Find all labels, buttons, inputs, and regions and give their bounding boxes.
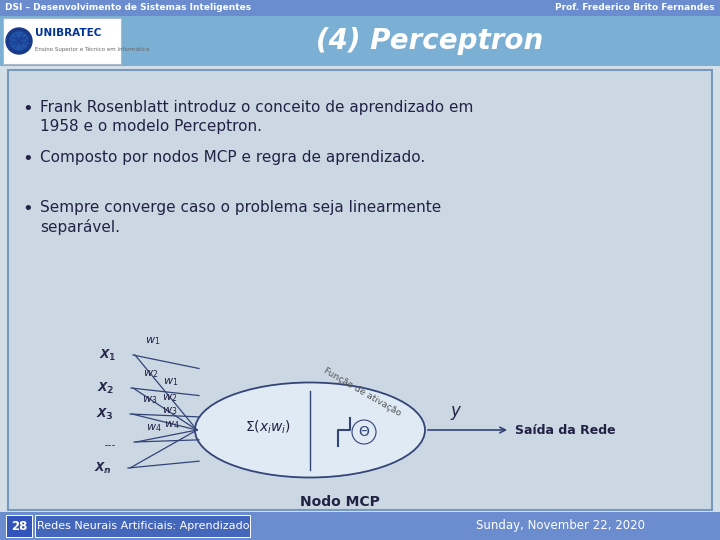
Text: $w_3$: $w_3$ xyxy=(162,405,177,417)
Text: separável.: separável. xyxy=(40,219,120,235)
Text: (4) Perceptron: (4) Perceptron xyxy=(316,27,544,55)
Bar xyxy=(35,515,250,537)
FancyBboxPatch shape xyxy=(8,70,712,510)
Text: $w_1$: $w_1$ xyxy=(163,376,179,388)
Text: $X_2$: $X_2$ xyxy=(99,381,114,395)
Text: 28: 28 xyxy=(11,519,27,532)
Text: $w_4$: $w_4$ xyxy=(163,419,179,431)
Bar xyxy=(3,18,121,64)
Text: Sunday, November 22, 2020: Sunday, November 22, 2020 xyxy=(475,519,644,532)
Text: $X_1$: $X_1$ xyxy=(99,347,115,362)
Text: $X_n$: $X_n$ xyxy=(95,461,111,476)
Text: $\Sigma(x_i w_i)$: $\Sigma(x_i w_i)$ xyxy=(245,418,291,436)
Text: •: • xyxy=(22,200,32,218)
Text: y: y xyxy=(450,402,460,420)
Text: ...: ... xyxy=(104,435,116,449)
Bar xyxy=(0,0,720,16)
Circle shape xyxy=(10,32,28,50)
Text: $w_2$: $w_2$ xyxy=(163,392,178,404)
Text: Saída da Rede: Saída da Rede xyxy=(515,423,616,436)
Ellipse shape xyxy=(195,382,425,477)
Text: $X_2$: $X_2$ xyxy=(97,381,113,395)
Text: $w_1$: $w_1$ xyxy=(145,335,161,347)
Text: 1958 e o modelo Perceptron.: 1958 e o modelo Perceptron. xyxy=(40,119,262,134)
Text: Composto por nodos MCP e regra de aprendizado.: Composto por nodos MCP e regra de aprend… xyxy=(40,150,426,165)
Text: $w_3$: $w_3$ xyxy=(142,394,158,406)
Text: Nodo MCP: Nodo MCP xyxy=(300,496,380,510)
Text: Ensino Superior e Técnico em Informática: Ensino Superior e Técnico em Informática xyxy=(35,46,149,51)
Text: ...: ... xyxy=(105,435,117,449)
Text: $X_3$: $X_3$ xyxy=(97,407,113,422)
Bar xyxy=(0,16,720,66)
Text: •: • xyxy=(22,150,32,168)
Text: $X_n$: $X_n$ xyxy=(94,461,110,476)
Text: $X_3$: $X_3$ xyxy=(96,407,112,422)
Text: •: • xyxy=(22,100,32,118)
Text: Redes Neurais Artificiais: Aprendizado: Redes Neurais Artificiais: Aprendizado xyxy=(37,521,249,531)
Circle shape xyxy=(6,28,32,54)
Text: Frank Rosenblatt introduz o conceito de aprendizado em: Frank Rosenblatt introduz o conceito de … xyxy=(40,100,473,115)
Text: $w_4$: $w_4$ xyxy=(146,422,162,434)
Text: Função de ativação: Função de ativação xyxy=(322,366,402,418)
Text: DSI – Desenvolvimento de Sistemas Inteligentes: DSI – Desenvolvimento de Sistemas Inteli… xyxy=(5,3,251,12)
Text: Prof. Frederico Brito Fernandes: Prof. Frederico Brito Fernandes xyxy=(555,3,715,12)
Text: $w_2$: $w_2$ xyxy=(143,368,158,380)
Text: Sempre converge caso o problema seja linearmente: Sempre converge caso o problema seja lin… xyxy=(40,200,441,215)
Text: UNIBRATEC: UNIBRATEC xyxy=(35,28,102,38)
Bar xyxy=(0,512,720,540)
Text: $\Theta$: $\Theta$ xyxy=(358,425,370,439)
Text: $X_1$: $X_1$ xyxy=(100,347,116,362)
Bar xyxy=(6,515,32,537)
